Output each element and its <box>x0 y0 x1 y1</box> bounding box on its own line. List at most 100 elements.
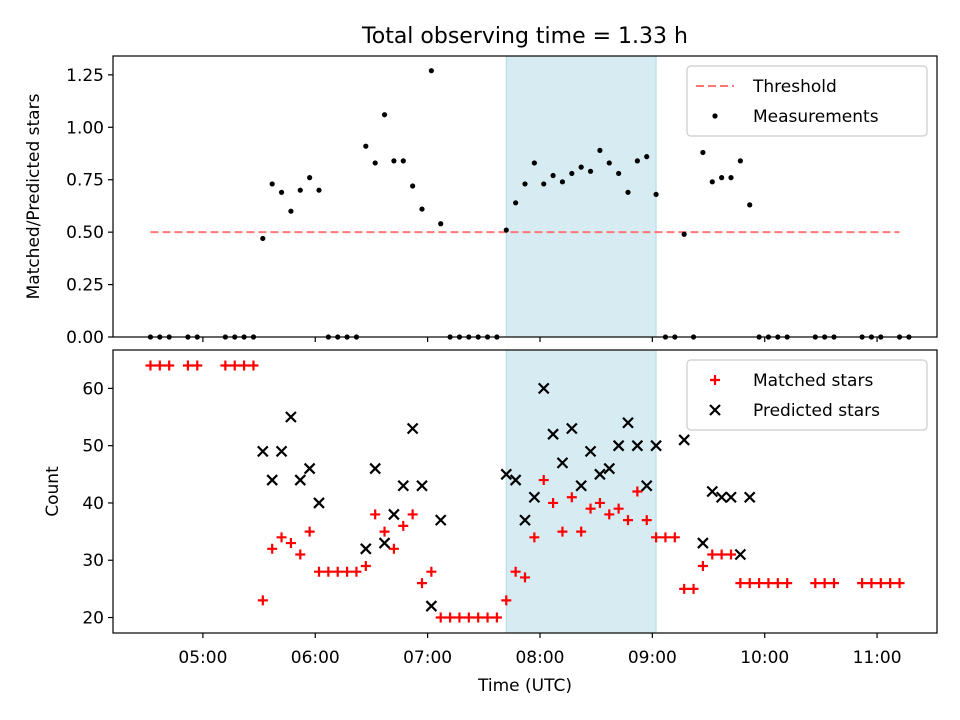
predicted-stars-point <box>556 457 569 469</box>
y-tick-label: 1.25 <box>66 66 104 86</box>
predicted-stars-point <box>397 479 410 492</box>
measurements-point <box>503 227 509 233</box>
legend-matched-swatch <box>710 375 720 385</box>
predicted-stars-point <box>631 439 644 452</box>
predicted-stars-point <box>313 497 325 509</box>
predicted-stars-point <box>622 416 634 429</box>
matched-stars-point <box>772 578 783 589</box>
measurements-point <box>522 181 528 187</box>
measurements-point <box>719 175 725 181</box>
matched-stars-point <box>529 532 540 543</box>
measurements-point <box>597 147 603 153</box>
x-tick-label: 05:00 <box>178 648 227 668</box>
y-tick-label: 50 <box>82 437 104 457</box>
measurements-point <box>747 202 753 208</box>
measurements-point <box>297 187 303 193</box>
matched-stars-point <box>192 360 203 371</box>
matched-stars-point <box>295 549 306 560</box>
legend-label: Predicted stars <box>753 401 880 421</box>
matched-stars-point <box>735 578 746 589</box>
matched-stars-point <box>501 595 512 606</box>
axes-frame <box>112 55 938 338</box>
measurements-point <box>569 170 575 177</box>
predicted-stars-point <box>294 474 307 486</box>
measurements-point <box>700 149 706 156</box>
matched-stars-point <box>594 497 605 508</box>
matched-stars-point <box>669 532 680 543</box>
predicted-stars-point <box>650 439 662 452</box>
matched-stars-point <box>417 578 427 589</box>
measurements-point <box>644 154 650 160</box>
x-tick-label: 10:00 <box>740 648 789 668</box>
measurements-point <box>400 158 406 164</box>
matched-stars-point <box>660 532 671 543</box>
matched-stars-point <box>154 360 165 371</box>
matched-stars-point <box>613 503 624 514</box>
measurements-point <box>587 168 594 174</box>
matched-stars-point <box>585 503 596 514</box>
predicted-stars-point <box>425 600 438 612</box>
legend-label: Matched stars <box>753 371 873 391</box>
measurements-point <box>559 179 566 185</box>
matched-stars-point <box>716 549 727 560</box>
predicted-stars-point <box>697 537 709 549</box>
matched-stars-point <box>641 515 652 526</box>
measurements-point <box>419 206 425 212</box>
matched-stars-point <box>604 509 615 520</box>
matched-stars-point <box>632 486 643 497</box>
matched-stars-point <box>520 572 530 583</box>
matched-stars-point <box>763 578 774 589</box>
observing-window-band <box>505 349 657 634</box>
matched-stars-point <box>463 612 474 623</box>
y-axis-label: Matched/Predicted stars <box>24 93 44 299</box>
figure-title: Total observing time = 1.33 h <box>361 24 688 49</box>
predicted-stars-point <box>594 468 606 481</box>
matched-stars-point <box>267 543 278 554</box>
matched-stars-point <box>782 578 793 589</box>
matched-stars-point <box>707 549 718 560</box>
x-tick-label: 06:00 <box>291 648 340 668</box>
matched-stars-point <box>482 612 493 623</box>
predicted-stars-point <box>416 479 428 492</box>
measurements-point <box>728 175 734 181</box>
matched-stars-point <box>473 612 484 623</box>
matched-stars-point <box>257 595 268 606</box>
legend-predicted-swatch <box>709 404 721 416</box>
measurements-point <box>438 221 444 227</box>
x-tick-label: 08:00 <box>515 648 564 668</box>
matched-stars-point <box>697 560 708 571</box>
measurements-point <box>531 160 537 166</box>
predicted-stars-point <box>378 537 391 549</box>
x-tick-label: 09:00 <box>628 648 677 668</box>
measurements-point <box>625 189 631 195</box>
matched-stars-point <box>248 360 259 371</box>
y-tick-label: 1.00 <box>66 118 104 138</box>
measurements-point <box>391 158 397 164</box>
predicted-stars-point <box>528 491 541 504</box>
predicted-stars-point <box>266 474 278 486</box>
top-panel: 0.00 0.25 0.50 0.75 1.00 1.25 Matched/Predicte… <box>24 55 938 348</box>
predicted-stars-point <box>500 468 513 481</box>
legend-measurements-swatch <box>712 113 718 119</box>
matched-stars-point <box>276 532 287 543</box>
matched-stars-point <box>819 578 830 589</box>
matched-stars-point <box>754 578 765 589</box>
predicted-stars-point <box>612 439 625 452</box>
measurements-point <box>428 68 434 74</box>
y-tick-label: 20 <box>82 609 104 629</box>
measurements-point <box>541 181 547 187</box>
y-tick-label: 30 <box>82 551 104 571</box>
matched-stars-point <box>332 566 343 577</box>
measurements-point <box>410 183 416 189</box>
y-tick-label: 0.00 <box>66 328 104 348</box>
matched-stars-point <box>229 360 240 371</box>
matched-stars-point <box>407 509 418 520</box>
matched-stars-point <box>744 578 755 589</box>
measurements-point <box>634 158 640 164</box>
predicted-stars-point <box>519 514 531 526</box>
matched-stars-point <box>426 566 437 577</box>
x-axis-label: Time (UTC) <box>477 676 572 696</box>
predicted-stars-point <box>584 445 597 458</box>
matched-stars-point <box>435 612 446 623</box>
measurements-point <box>681 231 687 237</box>
